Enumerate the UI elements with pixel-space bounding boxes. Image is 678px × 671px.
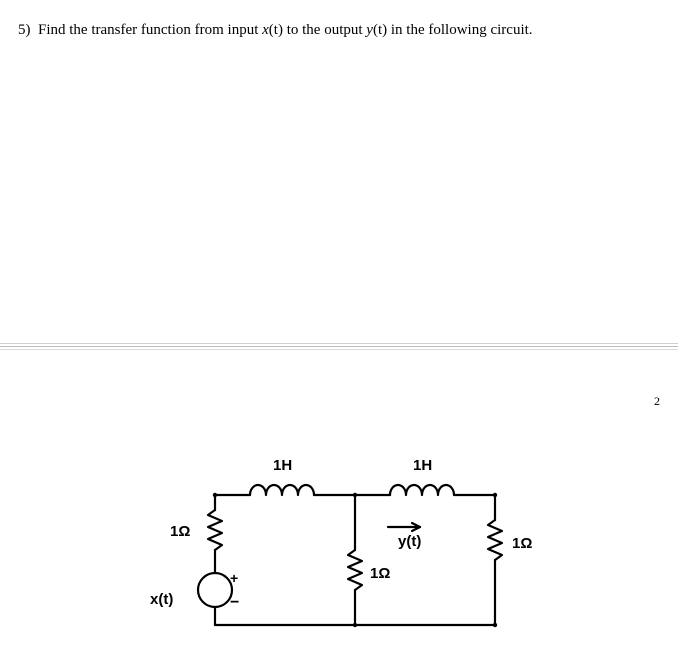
resistor-mid-label: 1Ω <box>370 565 390 582</box>
source-minus: − <box>230 594 239 611</box>
problem-number: 5) <box>18 22 31 38</box>
source-plus: + <box>230 570 238 586</box>
circuit-diagram: + − 1H 1H 1Ω 1Ω 1Ω x(t) y(t) <box>130 455 550 655</box>
resistor-out-label: 1Ω <box>512 535 532 552</box>
problem-text-3: in the following circuit. <box>387 22 532 38</box>
x-symbol: x <box>262 22 269 38</box>
resistor-source-label: 1Ω <box>170 523 190 540</box>
output-label: y(t) <box>398 533 421 550</box>
problem-statement: 5) Find the transfer function from input… <box>18 22 533 39</box>
inductor-1-label: 1H <box>273 457 292 474</box>
y-symbol: y <box>366 22 373 38</box>
problem-text-1: Find the transfer function from input <box>38 22 262 38</box>
problem-text-2: to the output <box>283 22 366 38</box>
source-label: x(t) <box>150 591 173 608</box>
page-divider <box>0 343 678 351</box>
y-arg: (t) <box>373 22 387 38</box>
x-arg: (t) <box>269 22 283 38</box>
page-number: 2 <box>654 394 660 409</box>
inductor-2-label: 1H <box>413 457 432 474</box>
